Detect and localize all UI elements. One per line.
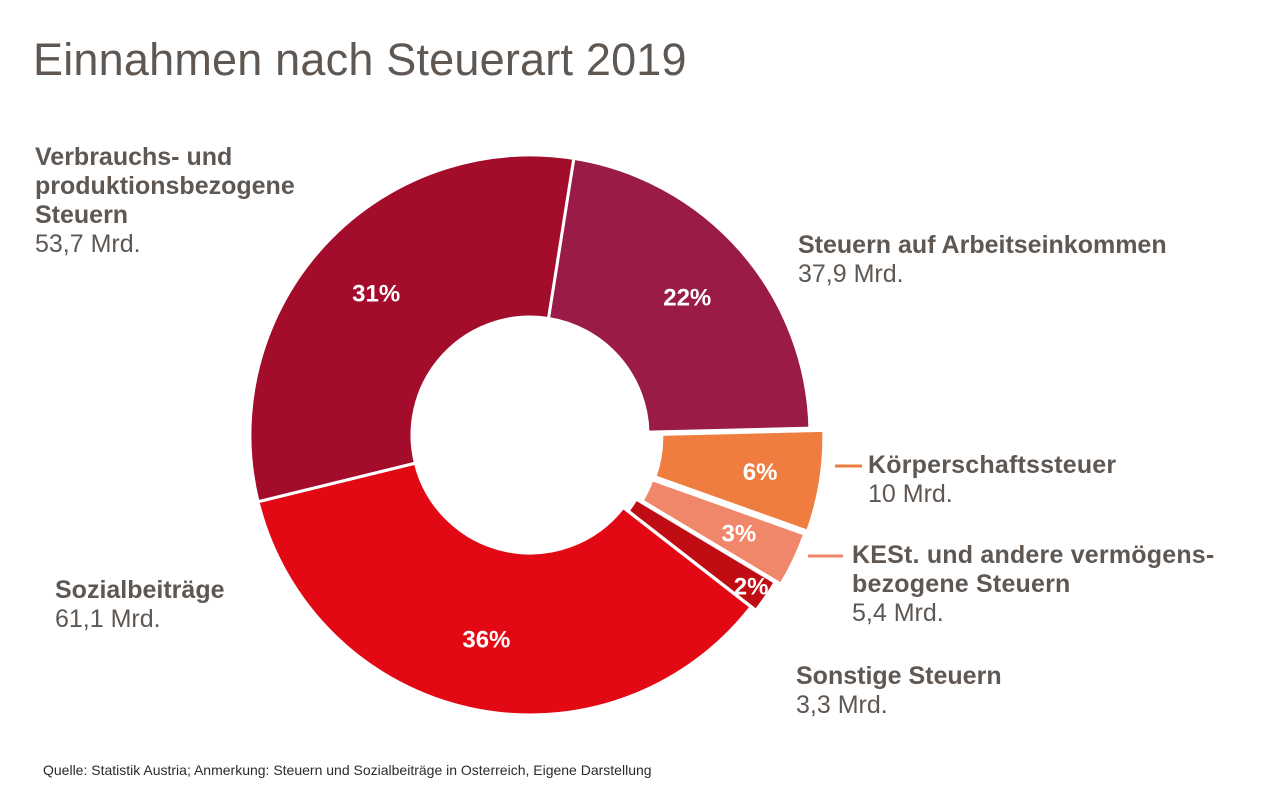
slice-percent-label: 6%: [743, 459, 778, 486]
slice-percent-label: 31%: [352, 281, 400, 308]
label-verbrauch-name-1: Verbrauchs- und: [35, 143, 233, 171]
slice-percent-label: 3%: [722, 521, 757, 548]
label-sozial: Sozialbeiträge 61,1 Mrd.: [55, 576, 225, 634]
label-sonstige-name: Sonstige Steuern: [796, 662, 1002, 690]
label-sonstige-value: 3,3 Mrd.: [796, 691, 888, 719]
label-sonstige: Sonstige Steuern 3,3 Mrd.: [796, 662, 1002, 720]
donut-slice: [639, 477, 807, 587]
label-kest: KESt. und andere vermögens- bezogene Ste…: [852, 541, 1214, 628]
label-verbrauch-name-2: produktionsbezogene: [35, 172, 295, 200]
label-koerperschaft: Körperschaftssteuer 10 Mrd.: [868, 451, 1116, 509]
donut-slice: [546, 156, 812, 434]
label-kest-value: 5,4 Mrd.: [852, 599, 944, 627]
label-sozial-value: 61,1 Mrd.: [55, 605, 161, 633]
donut-slice: [653, 428, 826, 534]
donut-slice: [256, 461, 754, 717]
label-arbeit-value: 37,9 Mrd.: [798, 260, 904, 288]
slice-percent-label: 2%: [734, 573, 769, 600]
source-note: Quelle: Statistik Austria; Anmerkung: St…: [43, 762, 652, 778]
label-verbrauch-value: 53,7 Mrd.: [35, 230, 141, 258]
slice-percent-label: 22%: [663, 284, 711, 311]
label-koerperschaft-name: Körperschaftssteuer: [868, 451, 1117, 479]
label-verbrauch-name-3: Steuern: [35, 201, 129, 229]
slice-percent-label: 36%: [462, 626, 510, 653]
label-arbeit-name: Steuern auf Arbeitseinkommen: [798, 231, 1167, 259]
label-verbrauch: Verbrauchs- und produktionsbezogene Steu…: [35, 143, 295, 259]
label-sozial-name: Sozialbeiträge: [55, 576, 225, 604]
label-kest-name-2: bezogene Steuern: [852, 570, 1071, 598]
label-kest-name-1: KESt. und andere vermögens-: [852, 541, 1215, 569]
label-koerperschaft-value: 10 Mrd.: [868, 480, 953, 508]
label-arbeit: Steuern auf Arbeitseinkommen 37,9 Mrd.: [798, 231, 1167, 289]
donut-slice: [248, 153, 576, 504]
chart-title: Einnahmen nach Steuerart 2019: [33, 34, 687, 85]
